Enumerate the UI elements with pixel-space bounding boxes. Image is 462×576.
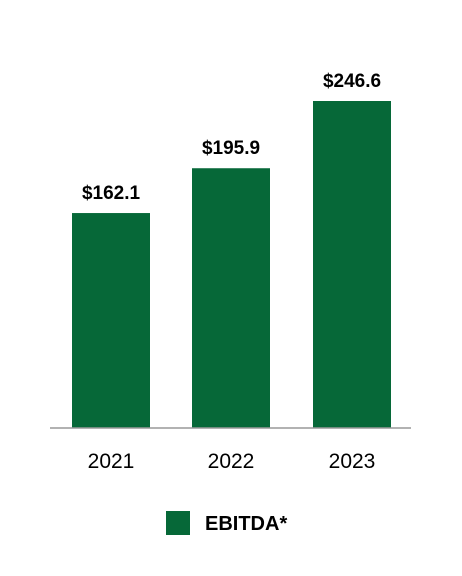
legend-label-ebitda: EBITDA*	[205, 513, 287, 535]
value-labels-group: $162.1 $195.9 $246.6	[82, 71, 381, 204]
bars-group	[72, 101, 391, 428]
x-tick-label-2023: 2023	[329, 450, 376, 473]
legend-swatch-ebitda	[166, 511, 190, 535]
bar-2023	[313, 101, 391, 428]
x-tick-label-2022: 2022	[208, 450, 255, 473]
bar-2022	[192, 168, 270, 428]
value-label-2021: $162.1	[82, 183, 141, 204]
bar-2021	[72, 213, 150, 428]
value-label-2022: $195.9	[202, 138, 260, 159]
value-label-2023: $246.6	[323, 71, 381, 92]
x-tick-label-2021: 2021	[88, 450, 135, 473]
legend: EBITDA*	[166, 511, 287, 535]
x-tick-labels-group: 2021 2022 2023	[88, 450, 376, 473]
